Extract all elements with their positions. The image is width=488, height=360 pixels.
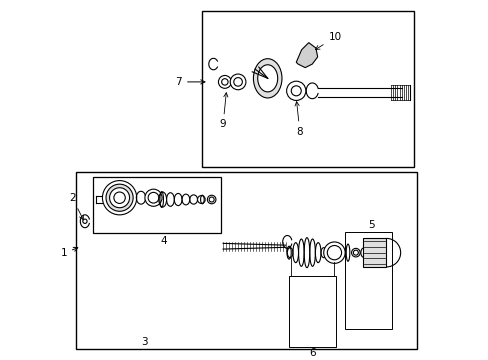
Polygon shape xyxy=(296,42,317,68)
Text: 8: 8 xyxy=(294,102,303,136)
Text: 1: 1 xyxy=(61,247,78,258)
Circle shape xyxy=(286,81,305,100)
Text: 5: 5 xyxy=(368,220,374,230)
Circle shape xyxy=(218,76,231,88)
Circle shape xyxy=(351,248,359,257)
Bar xyxy=(76,172,416,349)
Bar xyxy=(93,177,221,233)
Bar xyxy=(201,12,413,167)
Circle shape xyxy=(207,195,216,204)
Text: 10: 10 xyxy=(315,32,341,50)
Bar xyxy=(363,238,386,267)
Ellipse shape xyxy=(257,65,277,92)
Bar xyxy=(345,232,391,329)
Text: 9: 9 xyxy=(219,93,227,129)
Bar xyxy=(288,276,336,347)
Ellipse shape xyxy=(253,59,282,98)
Text: 3: 3 xyxy=(141,337,147,347)
Text: 7: 7 xyxy=(175,77,204,87)
Circle shape xyxy=(102,181,137,215)
Circle shape xyxy=(106,184,133,211)
Text: 4: 4 xyxy=(160,235,166,246)
Circle shape xyxy=(109,188,129,208)
Circle shape xyxy=(230,74,245,90)
Text: 2: 2 xyxy=(69,193,83,220)
Text: 6: 6 xyxy=(309,348,315,358)
Circle shape xyxy=(323,242,345,264)
Circle shape xyxy=(144,189,162,206)
